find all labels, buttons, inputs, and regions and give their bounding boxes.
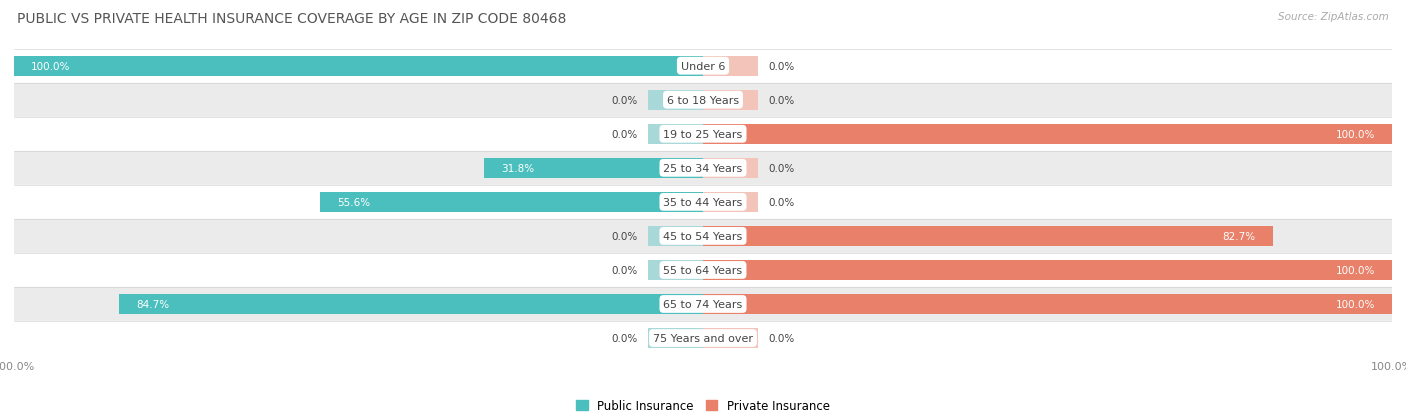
Bar [703,226,1272,246]
Bar [703,294,1392,314]
Bar [321,192,703,212]
Text: 65 to 74 Years: 65 to 74 Years [664,299,742,309]
Bar [703,125,1392,144]
Text: Source: ZipAtlas.com: Source: ZipAtlas.com [1278,12,1389,22]
Text: 100.0%: 100.0% [1336,129,1375,140]
Text: 0.0%: 0.0% [612,333,637,343]
Text: PUBLIC VS PRIVATE HEALTH INSURANCE COVERAGE BY AGE IN ZIP CODE 80468: PUBLIC VS PRIVATE HEALTH INSURANCE COVER… [17,12,567,26]
Bar [648,125,703,144]
Text: 0.0%: 0.0% [769,197,794,207]
Text: 100.0%: 100.0% [1336,265,1375,275]
Text: 0.0%: 0.0% [612,265,637,275]
Bar [648,90,703,110]
Bar [14,287,1392,321]
Bar [14,57,703,76]
Text: 84.7%: 84.7% [136,299,170,309]
Text: 100.0%: 100.0% [1336,299,1375,309]
Bar [14,321,1392,355]
Text: 55.6%: 55.6% [337,197,370,207]
Text: 6 to 18 Years: 6 to 18 Years [666,95,740,105]
Text: 0.0%: 0.0% [612,231,637,241]
Text: 19 to 25 Years: 19 to 25 Years [664,129,742,140]
Bar [120,294,703,314]
Text: 35 to 44 Years: 35 to 44 Years [664,197,742,207]
Bar [648,226,703,246]
Bar [703,192,758,212]
Text: 0.0%: 0.0% [612,95,637,105]
Text: 75 Years and over: 75 Years and over [652,333,754,343]
Text: 25 to 34 Years: 25 to 34 Years [664,164,742,173]
Bar [703,159,758,178]
Bar [648,261,703,280]
Text: 0.0%: 0.0% [769,164,794,173]
Legend: Public Insurance, Private Insurance: Public Insurance, Private Insurance [571,394,835,413]
Bar [648,328,703,348]
Bar [14,185,1392,219]
Text: 82.7%: 82.7% [1222,231,1256,241]
Bar [14,50,1392,83]
Text: 55 to 64 Years: 55 to 64 Years [664,265,742,275]
Bar [703,328,758,348]
Text: 31.8%: 31.8% [501,164,534,173]
Bar [14,117,1392,152]
Text: 0.0%: 0.0% [769,95,794,105]
Bar [14,253,1392,287]
Text: Under 6: Under 6 [681,62,725,71]
Text: 0.0%: 0.0% [612,129,637,140]
Bar [14,152,1392,185]
Text: 100.0%: 100.0% [31,62,70,71]
Bar [703,57,758,76]
Bar [484,159,703,178]
Bar [14,83,1392,117]
Text: 0.0%: 0.0% [769,62,794,71]
Bar [14,219,1392,253]
Bar [703,261,1392,280]
Text: 45 to 54 Years: 45 to 54 Years [664,231,742,241]
Text: 0.0%: 0.0% [769,333,794,343]
Bar [703,90,758,110]
